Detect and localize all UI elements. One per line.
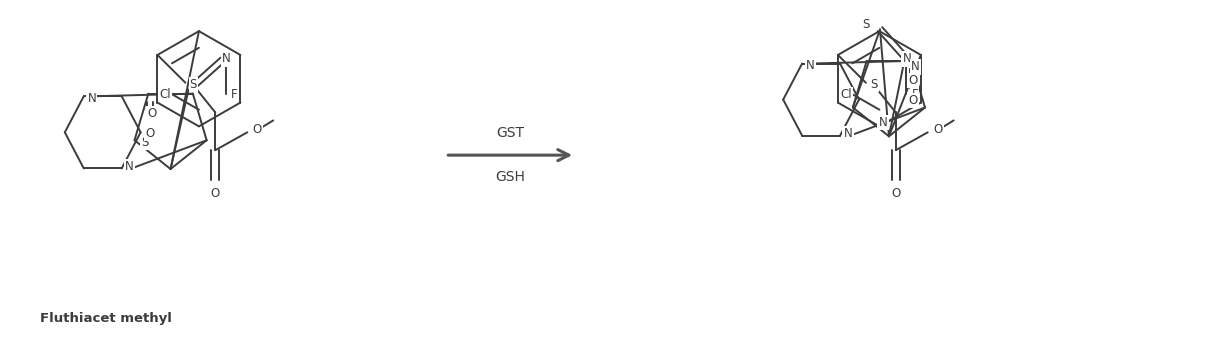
- Text: O: O: [933, 123, 942, 136]
- Text: Fluthiacet methyl: Fluthiacet methyl: [41, 312, 172, 325]
- Text: O: O: [146, 127, 155, 140]
- Text: O: O: [253, 123, 262, 136]
- Text: GST: GST: [496, 126, 524, 140]
- Text: GSH: GSH: [495, 170, 526, 184]
- Text: N: N: [903, 53, 911, 65]
- Text: S: S: [862, 18, 869, 31]
- Text: N: N: [844, 127, 852, 140]
- Text: N: N: [87, 92, 96, 105]
- Text: F: F: [911, 88, 919, 101]
- Text: S: S: [189, 78, 196, 91]
- Text: O: O: [211, 187, 220, 200]
- Text: N: N: [878, 116, 888, 129]
- Text: N: N: [806, 59, 814, 72]
- Text: O: O: [892, 187, 900, 200]
- Text: S: S: [871, 78, 878, 91]
- Text: F: F: [231, 88, 238, 101]
- Text: N: N: [125, 160, 134, 173]
- Text: N: N: [222, 53, 231, 65]
- Text: O: O: [147, 107, 157, 120]
- Text: Cl: Cl: [840, 88, 852, 101]
- Text: O: O: [909, 94, 917, 107]
- Text: S: S: [141, 136, 149, 149]
- Text: N: N: [911, 61, 920, 73]
- Text: Cl: Cl: [160, 88, 171, 101]
- Text: O: O: [909, 74, 917, 87]
